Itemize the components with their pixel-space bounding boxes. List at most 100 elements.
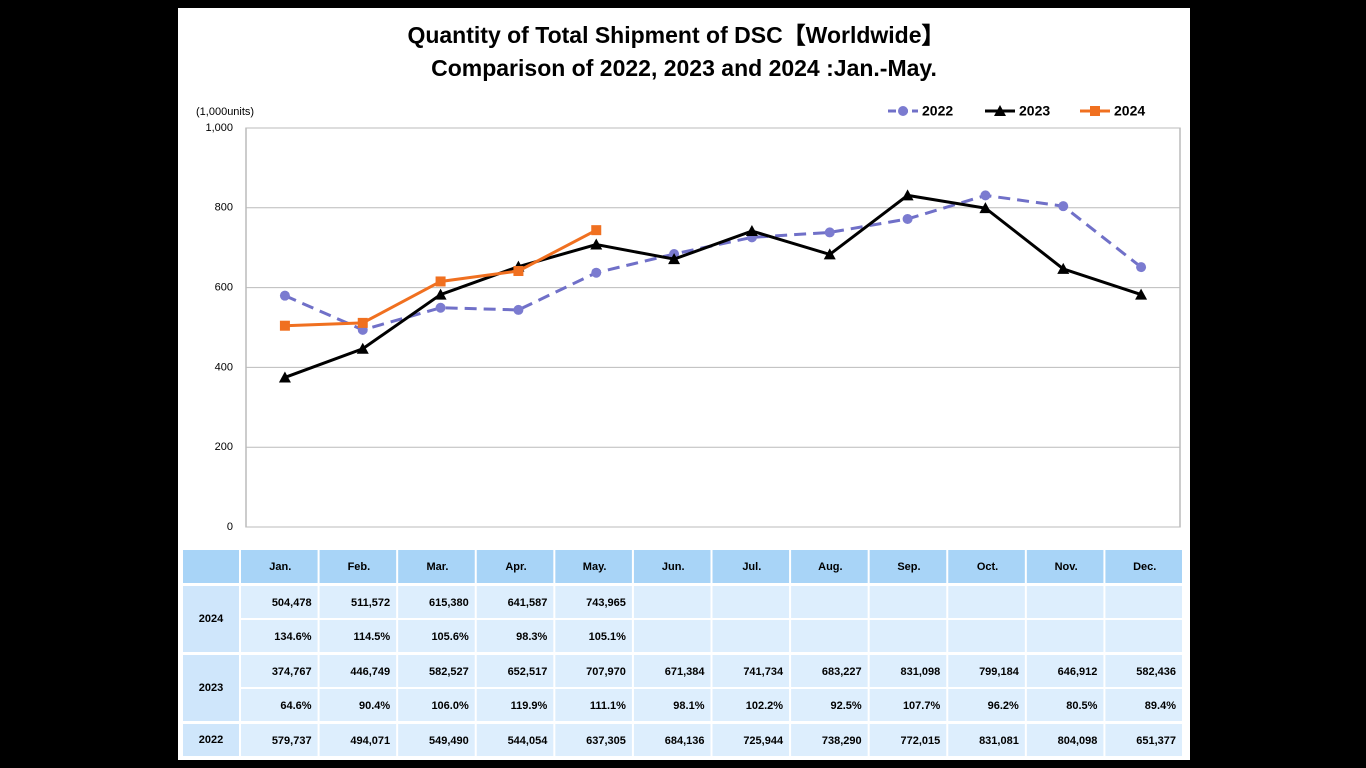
- data-point: [356, 342, 369, 354]
- table-cell: [555, 655, 632, 687]
- table-cell: [948, 689, 1025, 721]
- data-point: [434, 288, 447, 300]
- table-cell: [791, 689, 868, 721]
- cell-value: 738,290: [822, 735, 862, 747]
- cell-value: 111.1%: [590, 700, 626, 712]
- data-point: [1136, 262, 1147, 273]
- table-cell: [476, 724, 554, 756]
- table-cell: [555, 689, 632, 721]
- table-cell: [1105, 724, 1182, 756]
- cell-value: 671,384: [665, 666, 706, 678]
- cell-value: 641,587: [508, 597, 548, 609]
- legend-marker: [1090, 106, 1100, 116]
- table-header: [869, 550, 947, 583]
- data-point: [591, 225, 602, 236]
- data-point: [980, 190, 991, 201]
- table-cell: [1105, 620, 1182, 652]
- cell-value: 114.5%: [353, 631, 390, 643]
- table-cell: [476, 586, 554, 618]
- table-cell: [319, 655, 397, 687]
- cell-value: 80.5%: [1066, 700, 1097, 712]
- data-point: [901, 189, 914, 201]
- column-header: Sep.: [897, 561, 920, 573]
- table-cell: [1105, 689, 1182, 721]
- column-header: Jan.: [269, 561, 291, 573]
- data-point: [1057, 262, 1070, 274]
- table-cell: [791, 586, 868, 618]
- column-header: Dec.: [1133, 561, 1156, 573]
- cell-value: 96.2%: [988, 700, 1019, 712]
- legend-marker: [994, 105, 1006, 116]
- data-point: [745, 225, 758, 237]
- table-cell: [712, 689, 790, 721]
- cell-value: 102.2%: [746, 700, 784, 712]
- cell-value: 89.4%: [1145, 700, 1176, 712]
- cell-value: 106.0%: [431, 700, 469, 712]
- data-point: [279, 320, 290, 331]
- cell-value: 772,015: [900, 735, 940, 747]
- cell-value: 579,737: [272, 735, 312, 747]
- cell-value: 98.3%: [516, 631, 547, 643]
- series-line: [284, 193, 1142, 379]
- data-point: [1058, 201, 1069, 212]
- table-cell: [398, 586, 475, 618]
- data-point: [668, 253, 681, 265]
- y-tick-label: 1,000: [205, 122, 233, 134]
- cell-value: 707,970: [586, 666, 626, 678]
- cell-value: 652,517: [508, 666, 548, 678]
- table-cell: [555, 586, 632, 618]
- cell-value: 374,767: [272, 666, 312, 678]
- cell-value: 119.9%: [511, 700, 548, 712]
- table-cell: [712, 724, 790, 756]
- table-cell: [633, 689, 711, 721]
- table-cell: [869, 586, 947, 618]
- data-point: [279, 290, 290, 301]
- cell-value: 105.6%: [431, 631, 469, 643]
- data-point: [591, 267, 602, 278]
- table-cell: [869, 620, 947, 652]
- table-cell: [712, 586, 790, 618]
- cell-value: 446,749: [350, 666, 390, 678]
- cell-value: 92.5%: [830, 700, 861, 712]
- cell-value: 511,572: [351, 597, 390, 609]
- table-cell: [476, 689, 554, 721]
- column-header: Jun.: [662, 561, 685, 573]
- cell-value: 831,081: [979, 735, 1019, 747]
- table-cell: [948, 655, 1025, 687]
- y-tick-label: 200: [215, 441, 233, 453]
- table-cell: [633, 620, 711, 652]
- table-cell: [555, 724, 632, 756]
- table-cell: [241, 586, 318, 618]
- cell-value: 637,305: [586, 735, 626, 747]
- cell-value: 544,054: [508, 735, 549, 747]
- table-cell: [1026, 620, 1104, 652]
- y-tick-label: 400: [215, 361, 233, 373]
- table-header: [319, 550, 397, 583]
- cell-value: 804,098: [1058, 735, 1098, 747]
- table-cell: [319, 689, 397, 721]
- column-header: Nov.: [1055, 561, 1078, 573]
- chart-subtitle: Comparison of 2022, 2023 and 2024 :Jan.-…: [431, 55, 937, 81]
- column-header: Aug.: [818, 561, 842, 573]
- legend-label: 2022: [922, 103, 953, 119]
- series-line: [284, 193, 1143, 332]
- table-cell: [948, 586, 1025, 618]
- column-header: Apr.: [505, 561, 526, 573]
- data-point: [435, 276, 446, 287]
- cell-value: 98.1%: [673, 700, 704, 712]
- table-cell: [948, 620, 1025, 652]
- row-label: 2024: [199, 613, 224, 625]
- cell-value: 651,377: [1136, 735, 1176, 747]
- table-header: [241, 550, 318, 583]
- table-header: [633, 550, 711, 583]
- cell-value: 684,136: [665, 735, 705, 747]
- table-cell: [241, 724, 318, 756]
- table-header: [1105, 550, 1182, 583]
- cell-value: 683,227: [822, 666, 862, 678]
- table-cell: [398, 655, 475, 687]
- cell-value: 504,478: [272, 597, 312, 609]
- data-point: [824, 227, 835, 238]
- data-point: [823, 248, 836, 260]
- table-header: [712, 550, 790, 583]
